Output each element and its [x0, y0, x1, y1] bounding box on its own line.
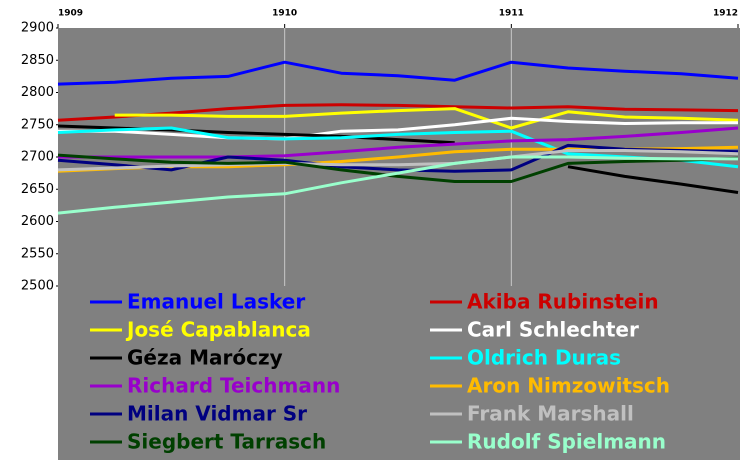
y-tick-label: 2700: [21, 150, 54, 165]
y-tick-label: 2850: [21, 53, 54, 68]
y-tick-label: 2750: [21, 117, 54, 132]
series-line: [58, 116, 738, 141]
legend-label: Akiba Rubinstein: [467, 290, 659, 314]
legend-label: Carl Schlechter: [467, 318, 639, 342]
series-line: [57, 153, 739, 183]
x-tick-label: 1911: [499, 9, 524, 19]
legend-label: Rudolf Spielmann: [467, 430, 666, 454]
legend-label: Oldrich Duras: [467, 346, 621, 370]
series-line: [57, 155, 738, 215]
series-line: [57, 60, 739, 86]
legend-label: Richard Teichmann: [127, 374, 340, 398]
y-tick-label: 2600: [21, 214, 54, 229]
x-tick-label: 1910: [272, 9, 297, 19]
legend-label: José Capablanca: [125, 318, 311, 342]
y-tick-label: 2650: [21, 182, 54, 197]
series-line: [114, 107, 739, 130]
x-tick-label: 1912: [713, 9, 738, 19]
series-line: [58, 126, 739, 159]
x-tick-label: 1909: [58, 9, 83, 19]
legend-label: Aron Nimzowitsch: [467, 374, 670, 398]
legend-label: Emanuel Lasker: [127, 290, 305, 314]
y-tick-label: 2500: [21, 279, 54, 294]
legend-label: Siegbert Tarrasch: [127, 430, 326, 454]
y-tick-label: 2900: [21, 21, 54, 36]
legend-label: Géza Maróczy: [127, 346, 283, 370]
series-line: [57, 103, 739, 122]
y-tick-label: 2550: [21, 246, 54, 261]
plot-area: [58, 28, 740, 460]
y-tick-label: 2800: [21, 85, 54, 100]
legend-label: Frank Marshall: [467, 402, 634, 426]
legend-label: Milan Vidmar Sr: [127, 402, 307, 426]
series-line: [57, 149, 739, 172]
